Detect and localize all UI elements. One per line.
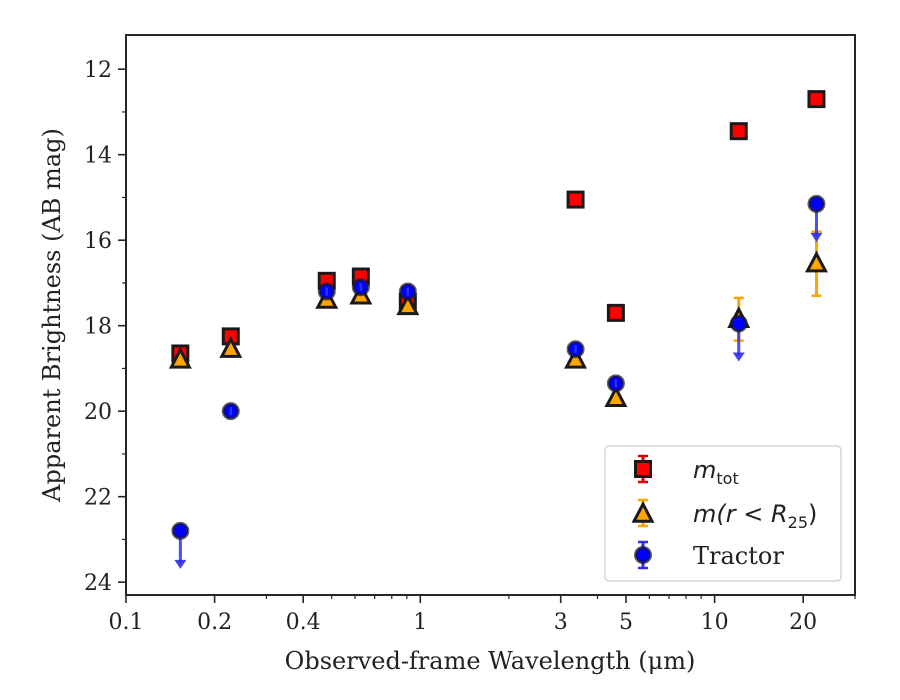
- legend-box: [604, 445, 842, 582]
- y-tick-label: 14: [84, 144, 112, 169]
- x-tick-label: 10: [701, 610, 729, 635]
- x-tick-label: 5: [619, 610, 633, 635]
- data-point: [606, 303, 625, 322]
- x-axis-ticks: 0.1 0.2 0.4 1 3 5 10 20: [109, 595, 856, 635]
- legend-item: Tractor: [634, 540, 784, 570]
- legend-marker-square: [634, 460, 652, 478]
- x-tick-label: 0.1: [109, 610, 144, 635]
- legend-marker-circle: [634, 546, 652, 564]
- x-tick-label: 20: [789, 610, 817, 635]
- data-point: [168, 346, 192, 369]
- data-point: [171, 521, 190, 540]
- legend-marker-triangle: [631, 500, 655, 523]
- data-point: [807, 90, 826, 109]
- y-tick-label: 16: [84, 229, 112, 254]
- data-point: [804, 250, 828, 273]
- legend-label-subscript: 25: [788, 513, 808, 532]
- data-marks: [168, 90, 828, 569]
- data-point: [807, 194, 826, 213]
- data-point: [729, 122, 748, 141]
- y-axis-ticks: 12 14 16 18 20 22 24: [84, 58, 126, 596]
- data-point: [729, 314, 748, 333]
- y-tick-label: 22: [84, 486, 112, 511]
- plot-frame: [125, 34, 856, 596]
- series-tractor: [171, 194, 826, 569]
- data-point: [564, 346, 588, 369]
- x-axis-label: Observed-frame Wavelength (μm): [285, 647, 696, 675]
- upper-limit-arrow-head: [810, 232, 823, 242]
- data-point: [604, 385, 628, 408]
- y-tick-label: 12: [84, 58, 112, 83]
- legend-label: Tractor: [693, 542, 784, 570]
- legend-label-suffix: ): [808, 500, 817, 528]
- data-point: [219, 336, 243, 358]
- data-point: [396, 293, 420, 316]
- legend-label-subscript: tot: [716, 469, 738, 488]
- x-tick-label: 3: [554, 610, 568, 635]
- upper-limit-arrow-head: [732, 352, 745, 362]
- y-tick-label: 18: [84, 315, 112, 340]
- x-tick-label: 0.4: [286, 610, 321, 635]
- x-tick-label: 1: [413, 610, 427, 635]
- x-tick-label: 0.2: [197, 610, 232, 635]
- y-tick-label: 24: [84, 571, 112, 596]
- y-axis-label: Apparent Brightness (AB mag): [38, 128, 66, 503]
- y-tick-label: 20: [84, 400, 112, 425]
- upper-limit-arrow-head: [174, 559, 187, 569]
- data-point: [566, 190, 585, 209]
